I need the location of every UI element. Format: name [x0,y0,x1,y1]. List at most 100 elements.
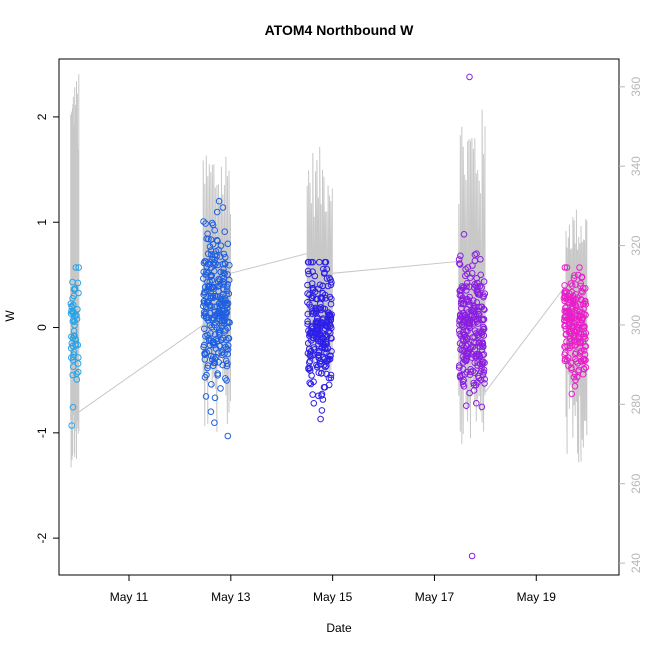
plot-frame [58,58,620,576]
point-3-214 [310,400,318,407]
point-2-98 [213,303,221,310]
point-5-185 [565,362,572,370]
point-4-147 [481,306,488,314]
point-3-194 [327,374,335,382]
point-5-3 [563,264,571,271]
point-2-201 [208,219,216,227]
point-5-104 [561,355,569,363]
point-3-224 [320,384,328,391]
point-2-149 [211,261,218,269]
point-2-174 [211,339,218,346]
point-2-1 [224,432,232,440]
point-2-214 [208,323,215,331]
point-2-230 [219,290,227,298]
point-3-211 [318,370,325,377]
point-4-218 [477,271,485,279]
point-3-100 [309,391,317,398]
point-4-190 [457,346,464,353]
point-2-186 [213,252,220,260]
point-2-240 [224,360,231,367]
point-5-199 [579,288,586,296]
y-tick-label: -2 [35,532,49,543]
point-4-239 [481,290,489,298]
point-2-235 [203,303,210,311]
point-4-173 [472,339,480,347]
point-5-100 [582,343,589,350]
y2-tick-label: 280 [629,394,643,414]
point-1-32 [69,278,76,286]
point-3-167 [320,362,328,369]
point-4-193 [481,375,489,383]
point-2-252 [211,359,219,367]
point-5-169 [566,309,574,317]
point-2-168 [226,261,233,269]
point-2-227 [226,319,233,326]
point-3-104 [306,367,314,374]
point-3-75 [304,299,311,306]
point-1-2 [72,264,80,271]
point-2-253 [200,268,207,276]
point-5-122 [578,273,586,281]
point-1-49 [70,292,78,300]
y2-tick-label: 260 [629,473,643,493]
point-3-141 [322,363,329,371]
point-4-171 [465,341,472,348]
point-1-52 [67,344,75,352]
point-4-245 [480,305,488,313]
point-3-147 [310,378,317,386]
point-5-118 [576,350,584,357]
point-4-76 [473,250,480,257]
point-3-145 [305,270,312,278]
point-3-225 [325,311,332,319]
point-2-242 [210,341,217,349]
point-4-181 [480,358,487,366]
point-layer [67,73,590,560]
y-axis-right: 240 260 280 300 320 340 360 [619,76,643,573]
y2-tick-label: 320 [629,235,643,255]
point-4-207 [459,378,467,386]
point-4-230 [459,284,467,292]
point-4-205 [474,316,481,323]
point-4-240 [463,402,470,410]
point-4-226 [459,335,467,343]
point-5-170 [578,296,585,304]
point-1-27 [75,264,82,271]
point-2-222 [203,349,210,356]
point-2-203 [216,309,223,317]
point-2-75 [208,381,215,388]
point-2-228 [221,311,229,319]
point-1-43 [74,368,82,376]
point-2-122 [224,342,232,349]
point-2-137 [202,220,209,227]
y-tick-label: 1 [35,219,49,226]
point-2-36 [218,322,225,330]
point-4-163 [456,261,464,268]
point-1-42 [75,354,82,361]
chart-title: ATOM4 Northbound W [265,22,415,38]
point-3-190 [304,258,312,266]
point-5-188 [577,357,585,365]
x-tick-label: May 15 [313,590,353,604]
point-2-25 [217,242,225,249]
point-5-2 [576,264,583,271]
point-5-195 [578,324,585,331]
point-3-230 [306,301,313,308]
point-2-257 [200,259,208,267]
point-5-80 [568,282,576,289]
point-2-188 [221,260,229,268]
point-2-138 [211,419,218,427]
point-5-165 [563,303,570,311]
point-4-237 [456,340,464,347]
point-3-191 [307,352,314,360]
point-2-167 [204,278,211,286]
point-4-201 [456,317,463,325]
point-2-178 [221,296,229,304]
point-4-35 [481,380,488,387]
point-3-204 [319,282,327,290]
line-segment-1 [70,74,80,468]
point-1-12 [74,360,82,367]
point-4-236 [478,403,486,411]
point-4-246 [469,334,477,341]
point-2-176 [203,268,210,276]
